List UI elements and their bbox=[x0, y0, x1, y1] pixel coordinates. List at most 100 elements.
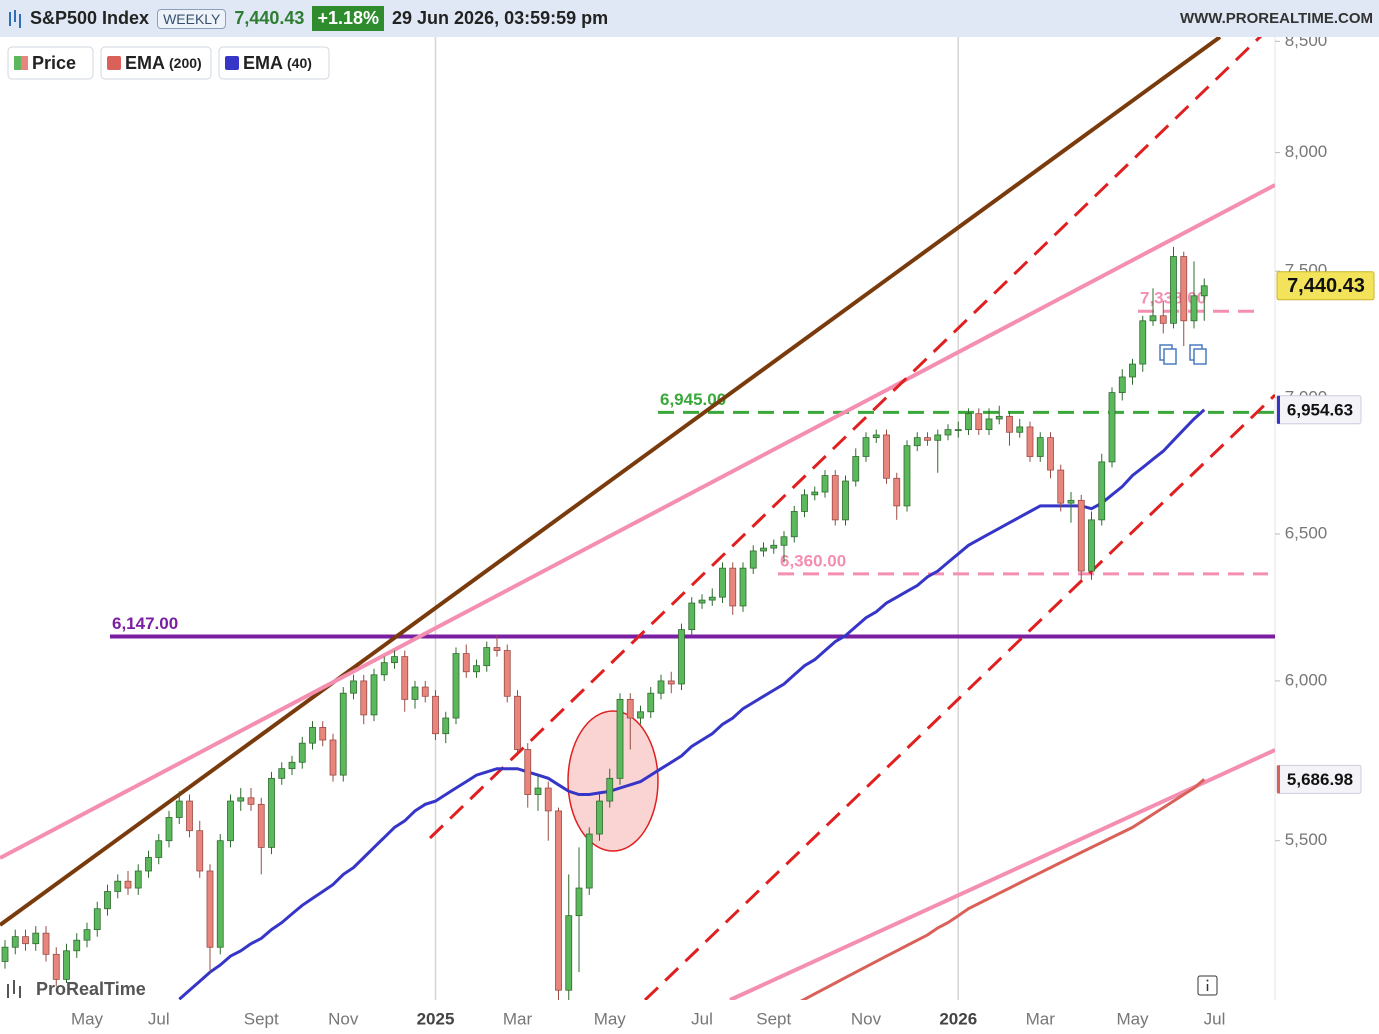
legend-item[interactable]: Price bbox=[7, 46, 94, 80]
legend-box bbox=[218, 46, 330, 80]
candle-body bbox=[391, 656, 398, 664]
channel-line bbox=[428, 37, 1263, 840]
candle-body bbox=[52, 953, 60, 980]
last-value-label: 7,440.43 bbox=[1287, 275, 1365, 297]
candle-body bbox=[42, 932, 50, 955]
candle-body bbox=[975, 413, 983, 431]
candle-body bbox=[1108, 392, 1116, 463]
legend-name: EMA bbox=[125, 53, 165, 73]
candle-body bbox=[1047, 437, 1054, 471]
candle-body bbox=[1190, 295, 1198, 322]
candle-body bbox=[227, 800, 234, 842]
x-tick-label: May bbox=[1116, 1009, 1149, 1028]
candle-body bbox=[1139, 320, 1147, 365]
candle-body bbox=[657, 680, 665, 694]
candle-body bbox=[954, 429, 962, 432]
candle-body bbox=[862, 437, 870, 457]
candle-body bbox=[155, 840, 163, 858]
axes: 5,5006,0006,5007,0007,5008,0008,500MayJu… bbox=[71, 31, 1375, 1028]
candle-body bbox=[309, 727, 316, 744]
candle-body bbox=[360, 680, 368, 716]
level-label: 6,360.00 bbox=[780, 551, 846, 570]
candle-body bbox=[247, 797, 255, 805]
x-tick-label: Jul bbox=[691, 1009, 713, 1028]
source: WWW.PROREALTIME.COM bbox=[1179, 10, 1373, 27]
candle-body bbox=[1200, 285, 1208, 297]
doc-icon[interactable] bbox=[1193, 348, 1207, 365]
info-button[interactable] bbox=[1197, 975, 1218, 996]
info-glyph bbox=[1206, 979, 1209, 982]
candle-body bbox=[401, 656, 409, 700]
y-tick-label: 6,500 bbox=[1285, 523, 1328, 542]
candle-body bbox=[1129, 363, 1136, 378]
levels: 6,147.006,945.006,360.007,338.00 bbox=[110, 289, 1275, 639]
candle-body bbox=[739, 567, 747, 607]
candle-body bbox=[1088, 519, 1095, 572]
trendline bbox=[0, 183, 1275, 860]
candle-body bbox=[93, 908, 101, 931]
candle-body bbox=[22, 936, 29, 945]
candle-body bbox=[678, 629, 685, 685]
candle-body bbox=[811, 491, 819, 496]
candle-body bbox=[1118, 376, 1126, 394]
x-tick-label: Mar bbox=[1026, 1009, 1056, 1028]
candle-body bbox=[801, 494, 808, 512]
x-tick-label: May bbox=[71, 1009, 104, 1028]
candle-body bbox=[268, 777, 275, 848]
candle-body bbox=[514, 695, 521, 750]
candle-body bbox=[1098, 461, 1106, 521]
y-tick-label: 8,000 bbox=[1285, 142, 1328, 161]
ema-line bbox=[799, 778, 1206, 1000]
candle-body bbox=[339, 692, 347, 776]
candle-body bbox=[442, 717, 450, 735]
legend-swatch bbox=[21, 56, 28, 70]
candle-body bbox=[350, 680, 357, 694]
candle-body bbox=[872, 434, 880, 439]
candle-body bbox=[821, 475, 829, 493]
level-label: 6,945.00 bbox=[660, 390, 726, 409]
candle-body bbox=[893, 477, 901, 507]
last-value-marker bbox=[1277, 765, 1280, 794]
period[interactable]: WEEKLY bbox=[157, 8, 227, 29]
candle-body bbox=[421, 686, 429, 697]
candle-body bbox=[1057, 469, 1065, 504]
y-tick-label: 6,000 bbox=[1285, 670, 1328, 689]
legend-item[interactable]: EMA (40) bbox=[218, 46, 330, 80]
doc-icons bbox=[1159, 344, 1207, 365]
legend-name: EMA bbox=[243, 53, 283, 73]
watermark-icon bbox=[7, 980, 21, 998]
trendline bbox=[729, 748, 1275, 1000]
candle-body bbox=[1026, 426, 1034, 457]
candle-body bbox=[319, 727, 327, 741]
candle-body bbox=[196, 830, 204, 872]
candle-body bbox=[534, 787, 542, 795]
last-value-label: 6,954.63 bbox=[1287, 400, 1353, 419]
legend-item[interactable]: EMA (200) bbox=[100, 46, 212, 80]
x-tick-label: Mar bbox=[503, 1009, 533, 1028]
candle-body bbox=[924, 437, 931, 441]
grid bbox=[434, 37, 959, 1000]
candle-body bbox=[565, 915, 573, 991]
candle-body bbox=[1, 946, 9, 962]
candle-body bbox=[1067, 499, 1075, 504]
candle-body bbox=[411, 686, 419, 700]
candle-body bbox=[596, 800, 603, 835]
candle-body bbox=[1180, 256, 1188, 322]
candle-body bbox=[380, 662, 388, 676]
candle-body bbox=[575, 887, 583, 917]
x-tick-label: Nov bbox=[328, 1009, 359, 1028]
trendline bbox=[0, 37, 1222, 927]
doc-icon[interactable] bbox=[1163, 348, 1177, 365]
candle-body bbox=[780, 536, 788, 546]
candle-body bbox=[1006, 415, 1013, 433]
legend-box bbox=[7, 46, 94, 80]
x-tick-label: Sept bbox=[756, 1009, 791, 1028]
candle-body bbox=[606, 777, 614, 802]
candle-body bbox=[1036, 437, 1044, 457]
candle-body bbox=[626, 698, 634, 719]
candle-body bbox=[63, 950, 70, 980]
legend-box bbox=[100, 46, 212, 80]
candle-body bbox=[503, 650, 511, 697]
level-label: 6,147.00 bbox=[112, 614, 178, 633]
